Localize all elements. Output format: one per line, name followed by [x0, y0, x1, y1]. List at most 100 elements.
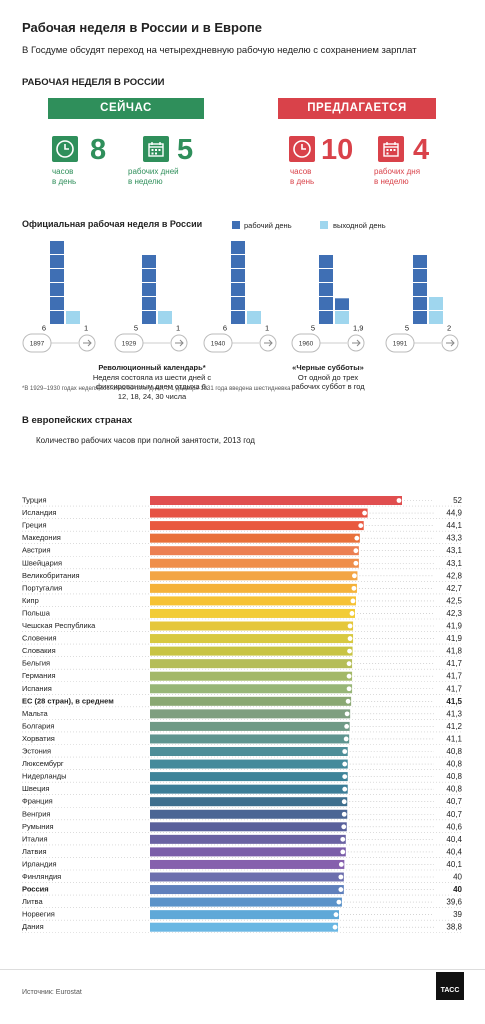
value-label: 52 [453, 496, 462, 505]
country-label: Турция [22, 496, 47, 505]
bar-end-marker [345, 698, 351, 704]
bar-end-marker [351, 585, 357, 591]
work-day-block [319, 311, 333, 324]
page-subtitle: В Госдуме обсудят переход на четырехднев… [22, 45, 417, 56]
value-label: 40,8 [446, 747, 462, 756]
country-label: Франция [22, 797, 53, 806]
work-day-block [142, 297, 156, 310]
work-day-block [142, 283, 156, 296]
off-day-block [66, 311, 80, 324]
country-label: Болгария [22, 721, 54, 730]
bar-end-marker [342, 761, 348, 767]
country-bar [150, 659, 353, 669]
country-label: Венгрия [22, 809, 50, 818]
country-bar [150, 784, 348, 794]
country-bar [150, 910, 339, 920]
country-bar [150, 847, 346, 857]
now-days-value: 5 [177, 134, 194, 166]
work-value-label: 6 [42, 324, 46, 333]
bar-end-marker [332, 924, 338, 930]
proposed-hours-label-1: часов [290, 167, 312, 176]
country-bar [150, 634, 354, 644]
legend-work-swatch [232, 221, 240, 229]
work-value-label: 6 [223, 324, 227, 333]
country-bar [150, 533, 360, 543]
country-bar [150, 558, 359, 568]
country-label: Великобритания [22, 571, 80, 580]
work-day-block [319, 255, 333, 268]
bar-end-marker [340, 836, 346, 842]
work-day-block [319, 297, 333, 310]
arrow-right-glyph [175, 339, 184, 347]
footnote: *В 1929–1930 годах неделя состояла из пя… [22, 386, 291, 392]
bar-end-marker [350, 598, 356, 604]
bar-end-marker [338, 874, 344, 880]
country-label: Румыния [22, 822, 54, 831]
work-day-block [50, 269, 64, 282]
value-label: 38,8 [446, 923, 462, 932]
value-label: 44,9 [446, 509, 462, 518]
value-label: 42,7 [446, 584, 462, 593]
country-label: Португалия [22, 583, 62, 592]
work-day-block [231, 241, 245, 254]
country-bar [150, 608, 355, 618]
country-label: Италия [22, 834, 48, 843]
bar-end-marker [342, 774, 348, 779]
proposed-days-label-1: рабочих дня [374, 167, 421, 176]
now-banner: СЕЙЧАС [48, 98, 204, 119]
country-bar [150, 922, 339, 932]
country-bar [150, 859, 345, 869]
work-day-fraction-block [335, 298, 349, 310]
value-label: 42,5 [446, 596, 462, 605]
country-bar [150, 809, 348, 819]
year-label: 1960 [299, 341, 314, 348]
country-bar [150, 646, 353, 656]
country-bar [150, 721, 350, 731]
proposed-hours-value: 10 [321, 134, 354, 166]
page-title: Рабочая неделя в России и в Европе [22, 20, 262, 35]
country-label: Ирландия [22, 859, 57, 868]
bar-end-marker [338, 887, 344, 892]
off-value-label: 1 [265, 324, 269, 333]
value-label: 42,3 [446, 609, 462, 618]
country-label: ЕС (28 стран), в среднем [22, 696, 114, 705]
bar-end-marker [349, 611, 355, 616]
work-value-label: 5 [134, 324, 138, 333]
value-label: 39 [453, 910, 462, 919]
country-label: Греция [22, 521, 47, 530]
annotation-1960-text: От одной до трех рабочих суббот в год [291, 372, 365, 392]
value-label: 40,8 [446, 760, 462, 769]
europe-chart: Турция 52 Исландия 44,9 Греция 44,1 Македония 4… [22, 496, 463, 934]
bar-end-marker [347, 623, 353, 629]
value-label: 41,1 [446, 734, 462, 743]
country-bar [150, 734, 350, 744]
value-label: 40,7 [446, 797, 462, 806]
source-label: Источник: Eurostat [22, 989, 82, 996]
bar-end-marker [347, 648, 352, 654]
work-day-block [231, 297, 245, 310]
work-day-block [413, 297, 427, 310]
country-label: Финляндия [22, 872, 61, 881]
country-label: Польша [22, 608, 51, 617]
europe-section-title: В европейских странах [22, 415, 133, 426]
work-day-block [413, 311, 427, 324]
annotation-1929: Революционный календарь* Неделя состояла… [92, 363, 212, 401]
value-label: 40,8 [446, 785, 462, 794]
country-label: Нидерланды [22, 772, 67, 781]
work-value-label: 5 [311, 324, 315, 333]
clock-icon [289, 136, 315, 162]
bar-end-marker [343, 736, 349, 742]
country-bar [150, 897, 342, 907]
off-day-block [429, 297, 443, 310]
arrow-right-glyph [352, 339, 361, 347]
bar-end-marker [342, 786, 348, 792]
value-label: 40,7 [446, 810, 462, 819]
year-pill [114, 333, 144, 353]
country-label: Австрия [22, 546, 51, 555]
value-label: 40 [453, 873, 462, 882]
work-day-block [319, 269, 333, 282]
country-label: Словакия [22, 646, 56, 655]
off-value-label: 1 [84, 324, 88, 333]
work-day-block [50, 255, 64, 268]
value-label: 44,1 [446, 521, 462, 530]
